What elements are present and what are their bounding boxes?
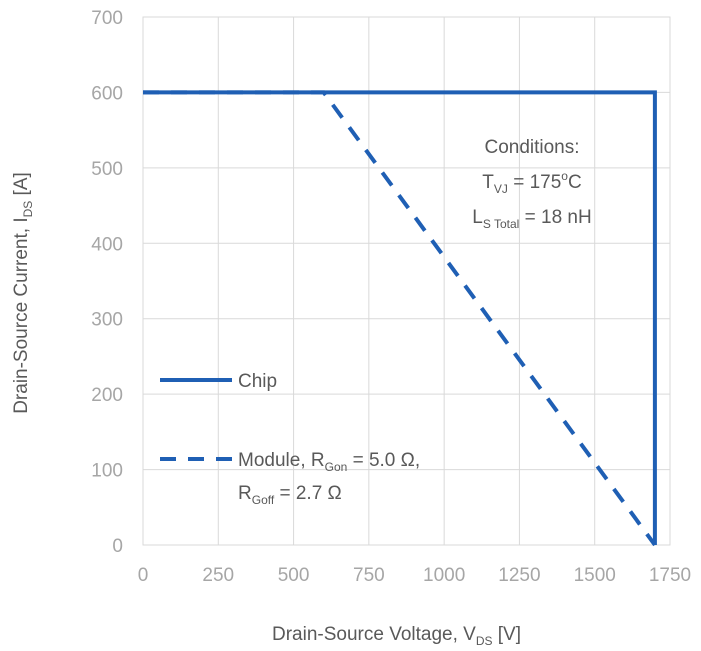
y-tick-label: 600: [91, 83, 123, 104]
conditions-line: TVJ​ = 175o​C: [482, 169, 581, 196]
y-tick-label: 500: [91, 159, 123, 180]
y-axis-title: Drain-Source Current, IDS​ [A]: [11, 172, 35, 414]
y-tick-label: 300: [91, 310, 123, 331]
series-chip-line: [143, 90, 657, 545]
y-tick-label: 700: [91, 8, 123, 29]
y-tick-label: 400: [91, 234, 123, 255]
plot-frame: [142, 16, 671, 546]
x-tick-label: 1500: [574, 565, 616, 586]
x-axis-title: Drain-Source Voltage, VDS​ [V]: [272, 624, 521, 648]
legend-label: Module, RGon​ = 5.0 Ω,: [238, 450, 420, 474]
legend-label: RGoff​ = 2.7 Ω: [238, 483, 342, 507]
y-tick-label: 0: [112, 536, 123, 557]
y-tick-label: 100: [91, 461, 123, 482]
x-tick-label: 250: [202, 565, 234, 586]
grid-layer: [142, 16, 671, 546]
series-layer: [143, 90, 657, 547]
axis-titles: Drain-Source Voltage, VDS​ [V] Drain-Sour…: [11, 172, 521, 648]
conditions-line: LS Total​ = 18 nH: [472, 207, 591, 231]
x-tick-label: 500: [278, 565, 310, 586]
conditions-annotation: Conditions: TVJ​ = 175o​C LS Total​ = 18 n…: [472, 137, 591, 231]
x-tick-label: 1750: [649, 565, 691, 586]
conditions-line: Conditions:: [484, 137, 579, 158]
tick-labels: 0 250 500 750 1000 1250 1500 1750 0 100 200 300 400 5…: [91, 8, 691, 586]
y-axis-title-group: Drain-Source Current, IDS​ [A]: [11, 172, 35, 414]
legend: Chip Module, RGon​ = 5.0 Ω, RGoff​ = 2.7 Ω: [160, 371, 420, 507]
x-tick-label: 750: [353, 565, 385, 586]
x-tick-label: 0: [138, 565, 149, 586]
x-tick-label: 1250: [498, 565, 540, 586]
y-tick-label: 200: [91, 385, 123, 406]
x-tick-label: 1000: [423, 565, 465, 586]
legend-label: Chip: [238, 371, 277, 392]
